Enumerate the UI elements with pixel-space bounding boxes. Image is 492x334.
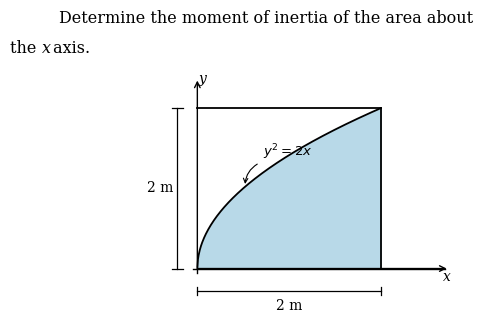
Text: x: x [443, 270, 451, 284]
Text: y: y [199, 72, 207, 87]
Text: Determine the moment of inertia of the area about: Determine the moment of inertia of the a… [59, 10, 473, 27]
Text: the: the [10, 40, 41, 57]
Text: axis.: axis. [48, 40, 91, 57]
Text: $y^2 = 2x$: $y^2 = 2x$ [263, 143, 313, 162]
Text: x: x [42, 40, 51, 57]
Text: 2 m: 2 m [276, 299, 302, 313]
Text: 2 m: 2 m [148, 181, 174, 195]
